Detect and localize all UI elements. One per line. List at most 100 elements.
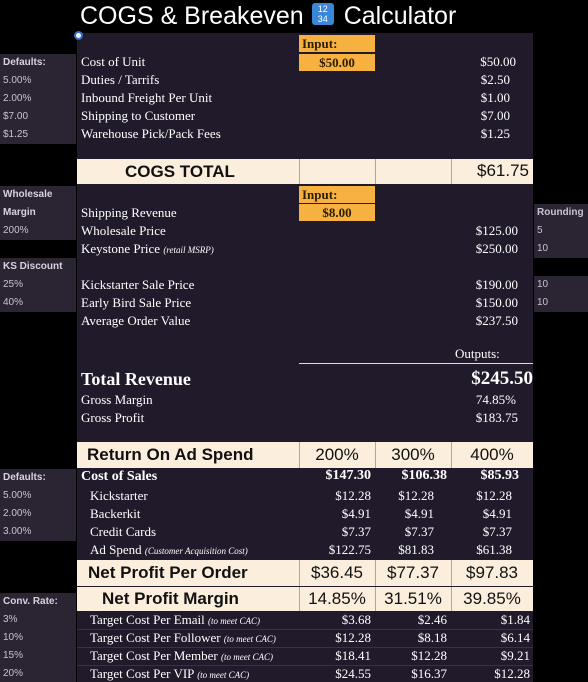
- ad-spend-text: Ad Spend: [90, 542, 142, 557]
- row-divider: [77, 629, 533, 630]
- roas-col-2: 300%: [391, 445, 435, 464]
- roas-col-3: 400%: [470, 445, 514, 464]
- net-margin-400: 39.85%: [463, 589, 521, 608]
- target-email-label: Target Cost Per Email (to meet CAC): [90, 612, 260, 628]
- left-default-value[interactable]: 2.00%: [0, 505, 76, 523]
- left-conv-value[interactable]: 15%: [0, 647, 76, 665]
- net-margin-200: 14.85%: [308, 589, 366, 608]
- net-profit-band: Net Profit Per Order $36.45 $77.37 $97.8…: [77, 560, 533, 586]
- left-margin-header: Margin: [0, 204, 76, 222]
- target-follower-label: Target Cost Per Follower (to meet CAC): [90, 630, 276, 646]
- ad-spend-400: $61.38: [476, 542, 512, 557]
- target-vip-label: Target Cost Per VIP (to meet CAC): [90, 666, 249, 682]
- left-default-value[interactable]: 2.00%: [0, 90, 76, 108]
- cost-of-unit-label: Cost of Unit: [81, 54, 146, 69]
- cost-of-unit-value: $50.00: [480, 54, 516, 69]
- cogs-row-label: Inbound Freight Per Unit: [81, 90, 213, 105]
- cogs-row-value: $1.25: [480, 126, 510, 141]
- net-profit-400: $97.83: [466, 563, 518, 582]
- total-revenue-label: Total Revenue: [81, 369, 191, 389]
- left-default-value[interactable]: 3.00%: [0, 523, 76, 541]
- gross-margin-label: Gross Margin: [81, 392, 153, 407]
- target-vip-text: Target Cost Per VIP: [90, 666, 194, 681]
- cogs-total-label: COGS TOTAL: [125, 162, 235, 181]
- aov-value: $237.50: [475, 313, 518, 328]
- kickstarter-fee-200: $12.28: [335, 488, 371, 503]
- left-defaults-header-2: Defaults:: [0, 469, 76, 487]
- roas-band: Return On Ad Spend 200% 300% 400%: [77, 442, 533, 468]
- cogs-row-label: Duties / Tarrifs: [81, 72, 160, 87]
- left-wholesale-value[interactable]: 200%: [0, 222, 76, 240]
- right-rounding-header: Rounding: [534, 204, 588, 222]
- target-vip-note: (to meet CAC): [197, 670, 250, 680]
- left-ks-value[interactable]: 25%: [0, 276, 76, 294]
- ad-spend-200: $122.75: [328, 542, 371, 557]
- shipping-revenue-label: Shipping Revenue: [81, 205, 177, 220]
- row-divider: [77, 647, 533, 648]
- right-rounding-value[interactable]: 10: [534, 240, 588, 258]
- aov-label: Average Order Value: [81, 313, 191, 328]
- target-follower-200: $12.28: [335, 630, 371, 645]
- ad-spend-note: (Customer Acquisition Cost): [144, 546, 248, 556]
- right-rounding-value[interactable]: 10: [534, 276, 588, 294]
- left-default-value[interactable]: 5.00%: [0, 487, 76, 505]
- target-follower-400: $6.14: [500, 630, 530, 645]
- credit-cards-200: $7.37: [341, 524, 371, 539]
- page-title: COGS & Breakeven 12 34 Calculator: [80, 2, 456, 31]
- target-vip-200: $24.55: [335, 666, 371, 681]
- outputs-header: Outputs:: [455, 346, 500, 361]
- title-text: COGS & Breakeven: [80, 2, 304, 30]
- net-profit-300: $77.37: [387, 563, 439, 582]
- target-member-label: Target Cost Per Member (to meet CAC): [90, 648, 273, 664]
- backerkit-400: $4.91: [482, 506, 512, 521]
- right-rounding-value[interactable]: 5: [534, 222, 588, 240]
- kickstarter-price-label: Kickstarter Sale Price: [81, 277, 195, 292]
- keystone-price-label: Keystone Price (retail MSRP): [81, 241, 214, 257]
- cogs-row-value: $2.50: [480, 72, 510, 87]
- ad-spend-300: $81.83: [398, 542, 434, 557]
- outputs-divider: [299, 363, 533, 364]
- shipping-revenue-input[interactable]: $8.00: [299, 204, 375, 221]
- target-email-400: $1.84: [500, 612, 530, 627]
- left-default-value[interactable]: $1.25: [0, 126, 76, 144]
- target-follower-300: $8.18: [417, 630, 447, 645]
- left-conv-value[interactable]: 20%: [0, 665, 76, 682]
- roas-col-1: 200%: [315, 445, 359, 464]
- target-member-text: Target Cost Per Member: [90, 648, 218, 663]
- left-conv-value[interactable]: 10%: [0, 629, 76, 647]
- target-member-400: $9.21: [500, 648, 530, 663]
- credit-cards-400: $7.37: [482, 524, 512, 539]
- kickstarter-fee-label: Kickstarter: [90, 488, 148, 503]
- roas-label: Return On Ad Spend: [87, 445, 254, 464]
- backerkit-label: Backerkit: [90, 506, 141, 521]
- left-defaults-header: Defaults:: [0, 54, 76, 72]
- left-wholesale-header: Wholesale: [0, 186, 76, 204]
- cost-of-sales-400: $85.93: [480, 468, 520, 483]
- left-ks-value[interactable]: 40%: [0, 294, 76, 312]
- target-email-note: (to meet CAC): [208, 616, 260, 626]
- target-follower-text: Target Cost Per Follower: [90, 630, 221, 645]
- early-bird-price-value: $150.00: [475, 295, 518, 310]
- right-rounding-value[interactable]: 10: [534, 294, 588, 312]
- target-member-200: $18.41: [335, 648, 371, 663]
- ad-spend-label: Ad Spend (Customer Acquisition Cost): [90, 542, 248, 558]
- row-divider: [77, 665, 533, 666]
- selection-handle[interactable]: [74, 31, 83, 40]
- target-follower-note: (to meet CAC): [223, 634, 276, 644]
- net-profit-200: $36.45: [311, 563, 363, 582]
- backerkit-200: $4.91: [341, 506, 371, 521]
- cost-of-sales-200: $147.30: [325, 468, 372, 483]
- left-conv-value[interactable]: 3%: [0, 611, 76, 629]
- left-default-value[interactable]: $7.00: [0, 108, 76, 126]
- cogs-row-value: $7.00: [480, 108, 510, 123]
- cost-of-unit-input[interactable]: $50.00: [299, 54, 375, 71]
- left-conv-rate-header: Conv. Rate:: [0, 593, 76, 611]
- backerkit-300: $4.91: [404, 506, 434, 521]
- net-margin-300: 31.51%: [384, 589, 442, 608]
- left-default-value[interactable]: 5.00%: [0, 72, 76, 90]
- wholesale-price-value: $125.00: [475, 223, 518, 238]
- net-margin-label: Net Profit Margin: [102, 589, 239, 608]
- target-member-note: (to meet CAC): [221, 652, 273, 662]
- title-suffix: Calculator: [343, 2, 457, 30]
- target-vip-300: $16.37: [411, 666, 447, 681]
